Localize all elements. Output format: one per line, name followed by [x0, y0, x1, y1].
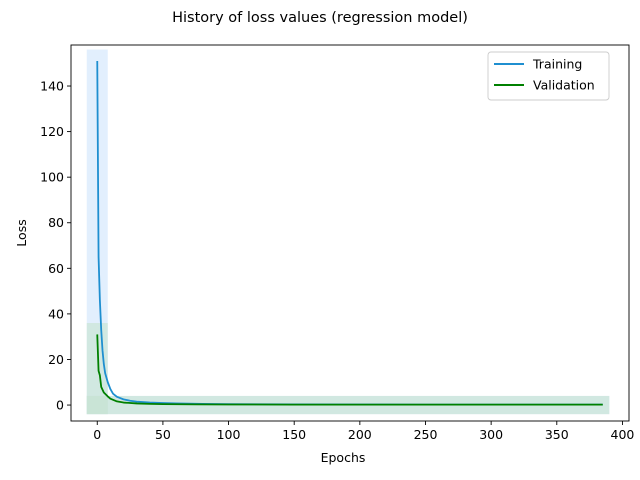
x-tick-label: 0 — [93, 427, 101, 442]
y-tick-label: 120 — [40, 124, 64, 139]
legend-label-training: Training — [532, 57, 582, 72]
x-tick-label: 200 — [348, 427, 372, 442]
y-tick-label: 20 — [48, 352, 64, 367]
y-tick-label: 140 — [40, 79, 64, 94]
x-tick-label: 50 — [155, 427, 171, 442]
x-tick-label: 100 — [217, 427, 241, 442]
x-tick-label: 350 — [545, 427, 569, 442]
legend-label-validation: Validation — [533, 78, 595, 93]
series-line-training — [96, 60, 603, 406]
chart-title: History of loss values (regression model… — [172, 10, 468, 26]
y-tick-label: 40 — [48, 306, 64, 321]
y-tick-label: 60 — [48, 261, 64, 276]
x-axis-label: Epochs — [321, 450, 366, 465]
x-tick-label: 250 — [414, 427, 438, 442]
y-axis-ticks: 0 20 40 60 80 100 120 140 — [40, 79, 71, 413]
y-tick-label: 0 — [56, 398, 64, 413]
confidence-bands — [86, 49, 610, 415]
x-tick-label: 400 — [611, 427, 635, 442]
x-tick-label: 150 — [282, 427, 306, 442]
y-tick-label: 100 — [40, 170, 64, 185]
x-axis-ticks: 0 50 100 150 200 250 300 350 400 — [93, 421, 634, 442]
plot-area-frame — [70, 44, 630, 422]
x-tick-label: 300 — [479, 427, 503, 442]
y-axis-label: Loss — [14, 219, 29, 246]
series-line-validation — [96, 334, 603, 406]
y-tick-label: 80 — [48, 215, 64, 230]
series-lines — [96, 60, 603, 406]
legend: Training Validation — [487, 51, 610, 101]
